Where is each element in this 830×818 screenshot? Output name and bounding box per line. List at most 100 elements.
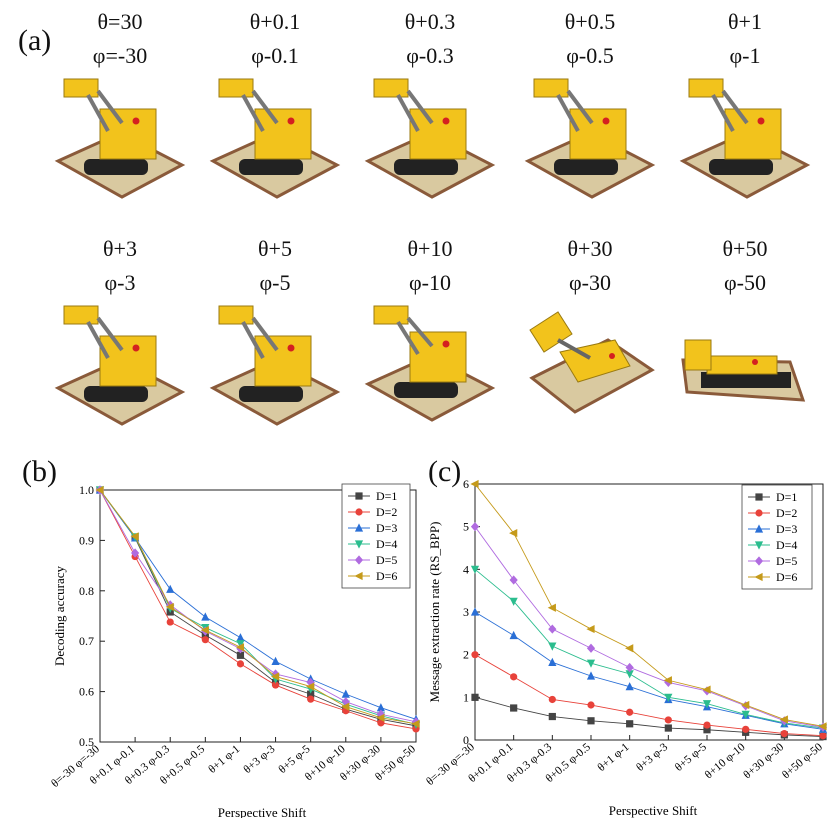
data-point (626, 720, 634, 728)
x-tick-label: θ+3 φ-3 (634, 741, 670, 774)
data-point (306, 677, 315, 688)
x-tick-label: θ+3 φ-3 (242, 743, 278, 776)
data-point (411, 719, 420, 728)
data-point (664, 693, 673, 702)
data-point (270, 672, 280, 681)
legend-marker (754, 524, 764, 533)
series-d6 (95, 485, 420, 728)
x-tick-label: θ+1 φ-1 (596, 741, 632, 774)
data-point (547, 603, 556, 612)
view-5: θ+1 φ-1 (665, 5, 825, 201)
legend-entry: D=3 (776, 522, 797, 536)
legend-marker (355, 508, 363, 516)
series-line (99, 489, 417, 730)
data-point (130, 532, 139, 541)
x-tick-label: θ+5 φ-5 (673, 741, 709, 774)
data-point (201, 636, 209, 644)
data-point (166, 584, 175, 593)
data-point (625, 682, 634, 691)
data-point (235, 643, 245, 652)
view-1: θ=30 φ=-30 (40, 5, 200, 201)
data-point (307, 690, 315, 698)
data-point (471, 651, 479, 659)
data-point (509, 630, 518, 640)
view-2: θ+0.1 φ-0.1 (195, 5, 355, 201)
legend-marker (355, 492, 363, 500)
view-phi-label: φ=-30 (92, 43, 148, 68)
view-8: θ+10 φ-10 (350, 232, 510, 428)
legend-entry: D=6 (376, 569, 397, 583)
panel-label-a: (a) (18, 24, 52, 57)
data-point (510, 673, 518, 681)
data-point (586, 643, 596, 653)
view-phi-label: φ-3 (104, 270, 136, 295)
data-point (780, 730, 788, 738)
data-point (664, 724, 672, 732)
data-point (377, 719, 385, 727)
data-point (586, 659, 596, 668)
series-d3 (470, 607, 828, 733)
data-point (663, 676, 672, 685)
data-point (306, 682, 315, 691)
y-tick-label: 0.7 (79, 634, 94, 648)
data-point (587, 717, 595, 725)
data-point (586, 671, 596, 680)
legend-marker (354, 523, 364, 532)
y-tick-label: 6 (463, 477, 469, 491)
data-point (236, 651, 245, 659)
view-theta-label: θ=30 (97, 9, 143, 34)
lego-model-render (54, 78, 186, 199)
view-phi-label: φ-10 (408, 270, 452, 295)
series-line (474, 526, 824, 728)
data-point (271, 681, 280, 689)
view-theta-label: θ+10 (407, 236, 453, 261)
y-tick-label: 0 (463, 733, 469, 747)
data-point (741, 700, 750, 710)
series-line (99, 489, 417, 720)
lego-model-render (529, 311, 655, 414)
data-point (702, 700, 712, 709)
legend-entry: D=2 (376, 505, 397, 519)
lego-model-render (364, 305, 496, 422)
data-point (626, 708, 634, 716)
data-point (548, 642, 557, 651)
data-point (625, 644, 634, 653)
plot-frame (99, 489, 417, 743)
data-point (779, 715, 788, 724)
data-point (742, 725, 750, 733)
view-theta-label: θ+0.1 (249, 9, 301, 34)
legend-entry: D=5 (376, 553, 397, 567)
data-point (341, 702, 350, 711)
data-point (471, 693, 479, 701)
data-point (470, 565, 480, 574)
view-9: θ+30 φ-30 (510, 232, 670, 428)
legend-entry: D=4 (776, 538, 797, 552)
data-point (470, 479, 479, 489)
y-tick-label: 0.8 (79, 584, 94, 598)
view-7: θ+5 φ-5 (195, 232, 355, 428)
data-point (510, 704, 518, 712)
view-theta-label: θ+50 (722, 236, 768, 261)
data-point (703, 726, 711, 734)
view-3: θ+0.3 φ-0.3 (350, 5, 510, 201)
y-tick-label: 5 (463, 520, 469, 534)
x-axis-label: Perspective Shift (609, 803, 698, 818)
data-point (236, 633, 245, 642)
data-point (95, 485, 104, 495)
series-line (99, 489, 417, 725)
series-line (474, 483, 824, 727)
data-point (818, 722, 827, 731)
legend: D=1 D=2 D=3 D=4 D=5 D=6 (741, 484, 813, 590)
lego-model-render (209, 78, 341, 199)
legend-marker (354, 571, 363, 581)
view-theta-label: θ+3 (103, 236, 137, 261)
data-point (376, 709, 385, 719)
data-point (166, 618, 174, 626)
data-point (509, 528, 518, 538)
y-tick-label: 0.6 (79, 685, 94, 699)
view-phi-label: φ-0.5 (566, 43, 614, 68)
data-point (131, 548, 140, 558)
legend-entry: D=4 (376, 537, 397, 551)
series-line (474, 654, 824, 737)
